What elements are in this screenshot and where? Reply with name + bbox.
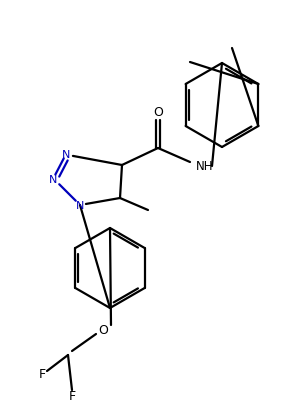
Text: F: F <box>68 390 75 403</box>
Text: O: O <box>98 324 108 336</box>
Text: N: N <box>49 175 57 185</box>
Text: O: O <box>153 107 163 120</box>
Text: F: F <box>38 369 45 382</box>
Text: NH: NH <box>196 161 214 173</box>
Text: N: N <box>76 201 84 211</box>
Text: N: N <box>62 150 70 160</box>
